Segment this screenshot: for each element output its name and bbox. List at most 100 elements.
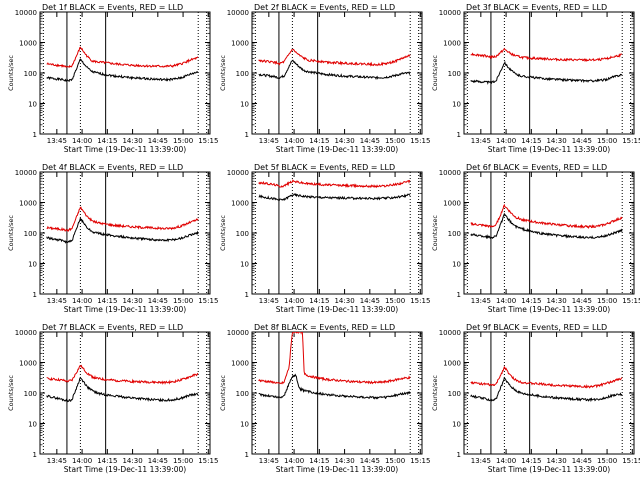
plot-frame	[463, 11, 635, 135]
x-axis-label: Start Time (19-Dec-11 13:39:00)	[488, 465, 610, 474]
x-tick-label: 14:45	[360, 297, 380, 305]
y-axis-label: Counts/sec	[7, 215, 15, 251]
chart-panel: Det 6f BLACK = Events, RED = LLD 1 10 100 10…	[431, 163, 640, 314]
x-tick-label: 15:15	[622, 137, 640, 145]
chart-title: Det 7f BLACK = Events, RED = LLD	[42, 323, 183, 332]
x-tick-label: 14:45	[572, 297, 592, 305]
x-tick-label: 14:30	[122, 457, 142, 465]
x-tick-label: 13:45	[259, 297, 279, 305]
y-tick-label: 1	[457, 451, 461, 459]
events-series-line	[258, 59, 411, 80]
y-tick-label: 1000	[19, 360, 37, 368]
x-tick-label: 13:45	[471, 137, 491, 145]
x-tick-label: 15:15	[198, 297, 218, 305]
plot-frame	[39, 11, 211, 135]
x-tick-label: 14:00	[72, 457, 92, 465]
lld-series-line	[258, 332, 411, 385]
x-axis-label: Start Time (19-Dec-11 13:39:00)	[276, 145, 398, 154]
y-tick-label: 100	[236, 70, 249, 78]
lld-series-line	[46, 206, 199, 232]
x-axis-label: Start Time (19-Dec-11 13:39:00)	[64, 145, 186, 154]
x-tick-label: 13:45	[47, 297, 67, 305]
x-tick-label: 14:00	[496, 137, 516, 145]
x-tick-label: 15:15	[410, 457, 430, 465]
y-tick-label: 1	[457, 291, 461, 299]
y-tick-label: 10	[28, 261, 37, 269]
y-tick-label: 10	[452, 261, 461, 269]
x-tick-label: 13:45	[47, 137, 67, 145]
x-tick-label: 14:45	[572, 457, 592, 465]
x-tick-label: 13:45	[259, 457, 279, 465]
lld-series-line	[470, 365, 623, 389]
y-tick-label: 1000	[231, 200, 249, 208]
chart-title: Det 9f BLACK = Events, RED = LLD	[466, 323, 607, 332]
x-tick-label: 14:00	[72, 137, 92, 145]
y-tick-label: 10000	[439, 169, 461, 177]
y-tick-label: 10000	[227, 329, 249, 337]
x-tick-label: 14:30	[546, 457, 566, 465]
y-tick-label: 10	[240, 261, 249, 269]
y-tick-label: 10000	[439, 9, 461, 17]
events-series-line	[46, 216, 199, 244]
y-axis-label: Counts/sec	[431, 375, 439, 411]
y-tick-label: 1000	[231, 360, 249, 368]
y-tick-label: 1000	[443, 40, 461, 48]
x-tick-label: 15:00	[173, 457, 193, 465]
events-series-line	[470, 60, 623, 85]
x-axis-label: Start Time (19-Dec-11 13:39:00)	[64, 465, 186, 474]
y-tick-label: 100	[448, 390, 461, 398]
y-tick-label: 1	[245, 451, 249, 459]
plot-frame	[39, 331, 211, 455]
chart-panel: Det 7f BLACK = Events, RED = LLD 1 10 100 10…	[7, 323, 218, 474]
x-tick-label: 15:00	[597, 297, 617, 305]
y-tick-label: 1000	[19, 40, 37, 48]
lld-series-line	[470, 47, 623, 63]
y-tick-label: 1	[33, 451, 37, 459]
x-tick-label: 15:00	[385, 457, 405, 465]
x-tick-label: 14:15	[521, 457, 541, 465]
chart-title: Det 4f BLACK = Events, RED = LLD	[42, 163, 183, 172]
x-tick-label: 14:45	[360, 457, 380, 465]
y-tick-label: 100	[236, 230, 249, 238]
y-tick-label: 10000	[439, 329, 461, 337]
events-series-line	[46, 58, 199, 83]
y-axis-label: Counts/sec	[431, 215, 439, 251]
x-tick-label: 14:30	[334, 137, 354, 145]
y-tick-label: 10	[452, 421, 461, 429]
y-tick-label: 1	[245, 291, 249, 299]
y-tick-label: 1000	[443, 360, 461, 368]
x-tick-label: 15:15	[410, 137, 430, 145]
x-tick-label: 14:00	[496, 297, 516, 305]
x-tick-label: 14:15	[521, 297, 541, 305]
y-axis-label: Counts/sec	[431, 55, 439, 91]
x-tick-label: 15:15	[622, 297, 640, 305]
x-tick-label: 14:00	[72, 297, 92, 305]
y-tick-label: 1	[245, 131, 249, 139]
y-tick-label: 1	[457, 131, 461, 139]
plot-frame	[39, 171, 211, 295]
lld-series-line	[46, 364, 199, 385]
y-tick-label: 100	[24, 390, 37, 398]
x-axis-label: Start Time (19-Dec-11 13:39:00)	[488, 305, 610, 314]
y-axis-label: Counts/sec	[219, 375, 227, 411]
y-tick-label: 10	[28, 101, 37, 109]
plot-frame	[251, 11, 423, 135]
y-tick-label: 1000	[443, 200, 461, 208]
x-axis-label: Start Time (19-Dec-11 13:39:00)	[276, 465, 398, 474]
plot-frame	[463, 331, 635, 455]
plot-frame	[251, 171, 423, 295]
plot-frame	[463, 171, 635, 295]
y-tick-label: 1000	[231, 40, 249, 48]
x-tick-label: 13:45	[259, 137, 279, 145]
x-tick-label: 14:15	[97, 297, 117, 305]
lld-series-line	[258, 48, 411, 67]
x-tick-label: 14:30	[122, 297, 142, 305]
y-tick-label: 1000	[19, 200, 37, 208]
y-axis-label: Counts/sec	[219, 55, 227, 91]
chart-title: Det 3f BLACK = Events, RED = LLD	[466, 3, 607, 12]
x-tick-label: 15:15	[410, 297, 430, 305]
x-tick-label: 14:00	[284, 137, 304, 145]
y-tick-label: 100	[24, 230, 37, 238]
x-tick-label: 13:45	[47, 457, 67, 465]
